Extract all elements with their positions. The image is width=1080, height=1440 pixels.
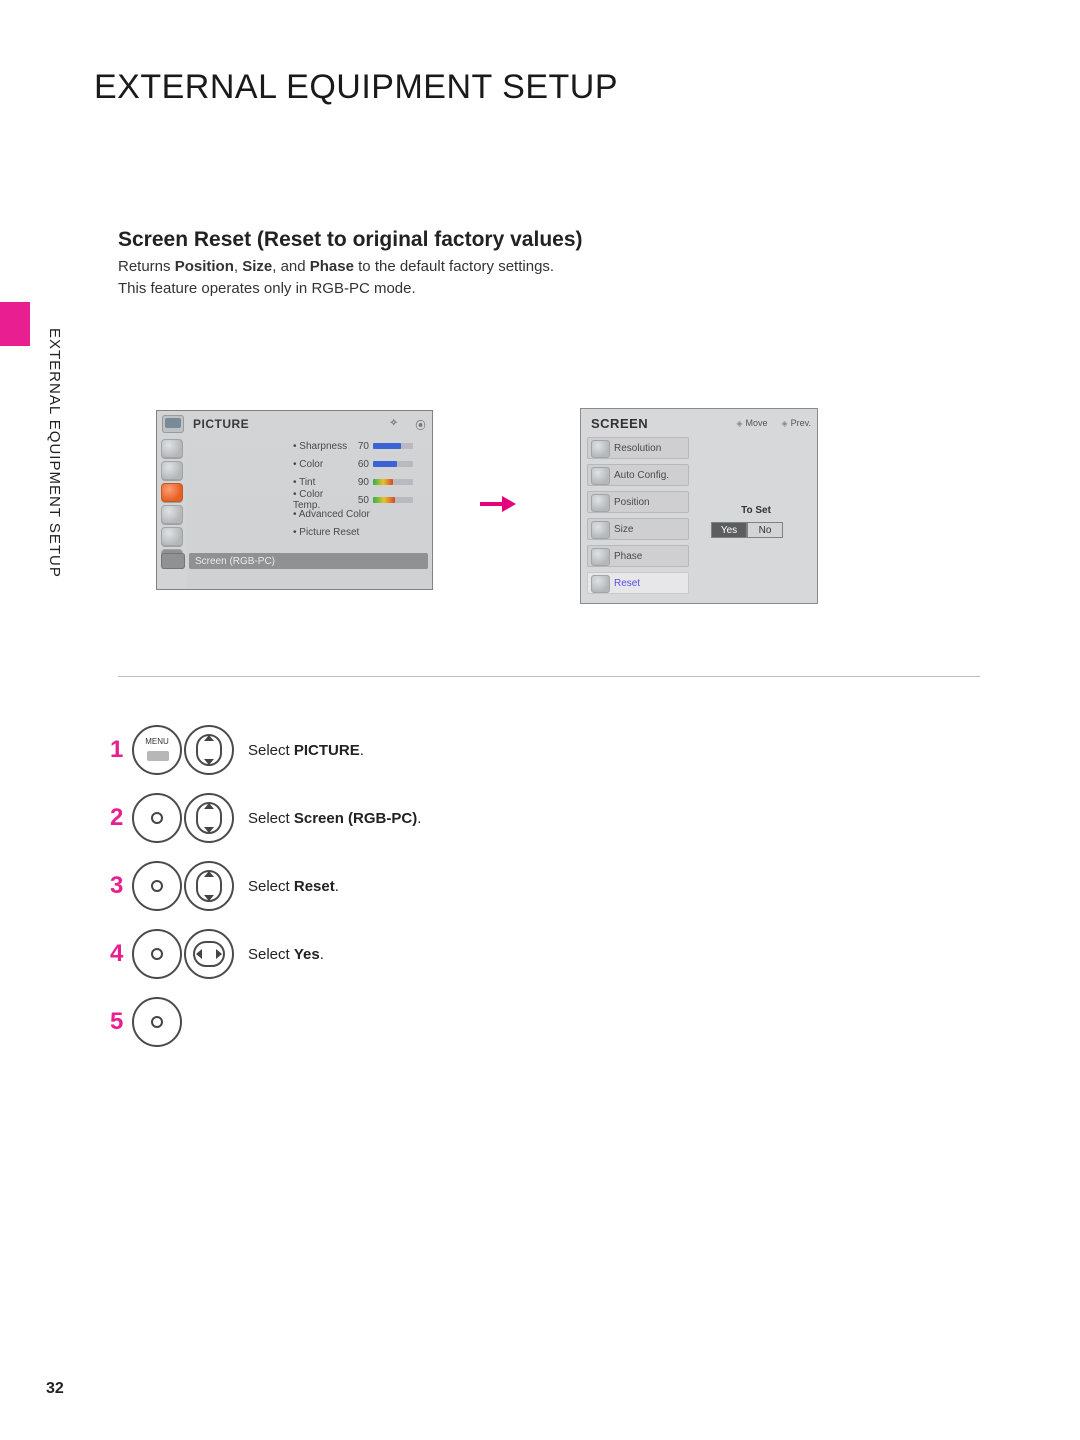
osd-picture-title: PICTURE: [193, 417, 249, 431]
osd-screen-header: SCREEN Move Prev.: [581, 409, 817, 437]
instruction-steps: 1 Select PICTURE. 2 Select Screen (RGB-PC).…: [110, 716, 421, 1056]
step-text: Select PICTURE.: [242, 742, 364, 759]
setting-bar: [373, 443, 413, 449]
remote-lr-button: [184, 929, 234, 979]
screen-menu-item[interactable]: Resolution: [587, 437, 689, 459]
yes-button[interactable]: Yes: [711, 522, 747, 538]
step-row: 1 Select PICTURE.: [110, 716, 421, 784]
step-row: 2 Select Screen (RGB-PC).: [110, 784, 421, 852]
osd-hints: Move Prev.: [736, 418, 811, 428]
remote-updown-button: [184, 861, 234, 911]
category-icon: [161, 527, 183, 546]
setting-value: 60: [351, 459, 369, 470]
remote-dot-button: [132, 929, 182, 979]
remote-dot-button: [132, 997, 182, 1047]
step-number: 4: [110, 940, 132, 968]
osd-setting-row: • Sharpness70: [187, 437, 432, 455]
section-desc-2: This feature operates only in RGB-PC mod…: [118, 280, 416, 297]
setting-label: • Color Temp.: [293, 489, 351, 511]
no-button[interactable]: No: [747, 522, 783, 538]
page-title: EXTERNAL EQUIPMENT SETUP: [94, 68, 618, 107]
setting-value: 50: [351, 495, 369, 506]
remote-menu-button: [132, 725, 182, 775]
screen-menu-item[interactable]: Phase: [587, 545, 689, 567]
screen-menu-item[interactable]: Position: [587, 491, 689, 513]
remote-dot-button: [132, 861, 182, 911]
section-heading: Screen Reset (Reset to original factory …: [118, 228, 583, 252]
side-chapter-label: EXTERNAL EQUIPMENT SETUP: [46, 328, 63, 578]
osd-selected-item[interactable]: Screen (RGB-PC): [189, 553, 428, 569]
osd-setting-row: • Color60: [187, 455, 432, 473]
screen-menu-item[interactable]: Auto Config.: [587, 464, 689, 486]
screen-menu-item[interactable]: Reset: [587, 572, 689, 594]
confirm-box: To Set Yes No: [711, 505, 791, 538]
page-number: 32: [46, 1380, 64, 1398]
remote-updown-button: [184, 793, 234, 843]
osd-plain-row: • Advanced Color: [187, 509, 432, 527]
category-icon: [161, 505, 183, 524]
remote-updown-button: [184, 725, 234, 775]
step-row: 4 Select Yes.: [110, 920, 421, 988]
arrow-right-icon: [480, 494, 516, 514]
to-set-label: To Set: [721, 505, 791, 516]
monitor-icon: [162, 415, 184, 433]
remote-dot-button: [132, 793, 182, 843]
step-row: 3 Select Reset.: [110, 852, 421, 920]
step-number: 5: [110, 1008, 132, 1036]
setting-value: 70: [351, 441, 369, 452]
step-text: Select Reset.: [242, 878, 339, 895]
setting-bar: [373, 461, 413, 467]
horizontal-divider: [118, 676, 980, 677]
category-icon: [161, 439, 183, 458]
osd-picture-panel: PICTURE ⟡⦿ • Sharpness70• Color60• Tint9…: [156, 410, 433, 590]
osd-screen-panel: SCREEN Move Prev. Resolution Auto Config.…: [580, 408, 818, 604]
setting-bar: [373, 497, 413, 503]
step-text: Select Screen (RGB-PC).: [242, 810, 421, 827]
osd-picture-header: PICTURE ⟡⦿: [157, 411, 432, 437]
setting-value: 90: [351, 477, 369, 488]
step-row: 5: [110, 988, 421, 1056]
step-text: Select Yes.: [242, 946, 324, 963]
setting-label: • Color: [293, 459, 351, 470]
step-number: 2: [110, 804, 132, 832]
screen-menu-item[interactable]: Size: [587, 518, 689, 540]
section-desc-1: Returns Position, Size, and Phase to the…: [118, 258, 554, 275]
osd-screen-title: SCREEN: [587, 416, 648, 431]
category-icon-selected: [161, 483, 183, 502]
osd-setting-row: • Color Temp.50: [187, 491, 432, 509]
category-icon: [161, 461, 183, 480]
osd-header-hints: ⟡⦿: [390, 417, 426, 432]
setting-label: • Sharpness: [293, 441, 351, 452]
osd-plain-row: • Picture Reset: [187, 527, 432, 545]
setting-bar: [373, 479, 413, 485]
step-number: 3: [110, 872, 132, 900]
step-number: 1: [110, 736, 132, 764]
side-accent-tab: [0, 302, 30, 346]
setting-label: • Tint: [293, 477, 351, 488]
osd-settings-list: • Sharpness70• Color60• Tint90• Color Te…: [187, 437, 432, 589]
